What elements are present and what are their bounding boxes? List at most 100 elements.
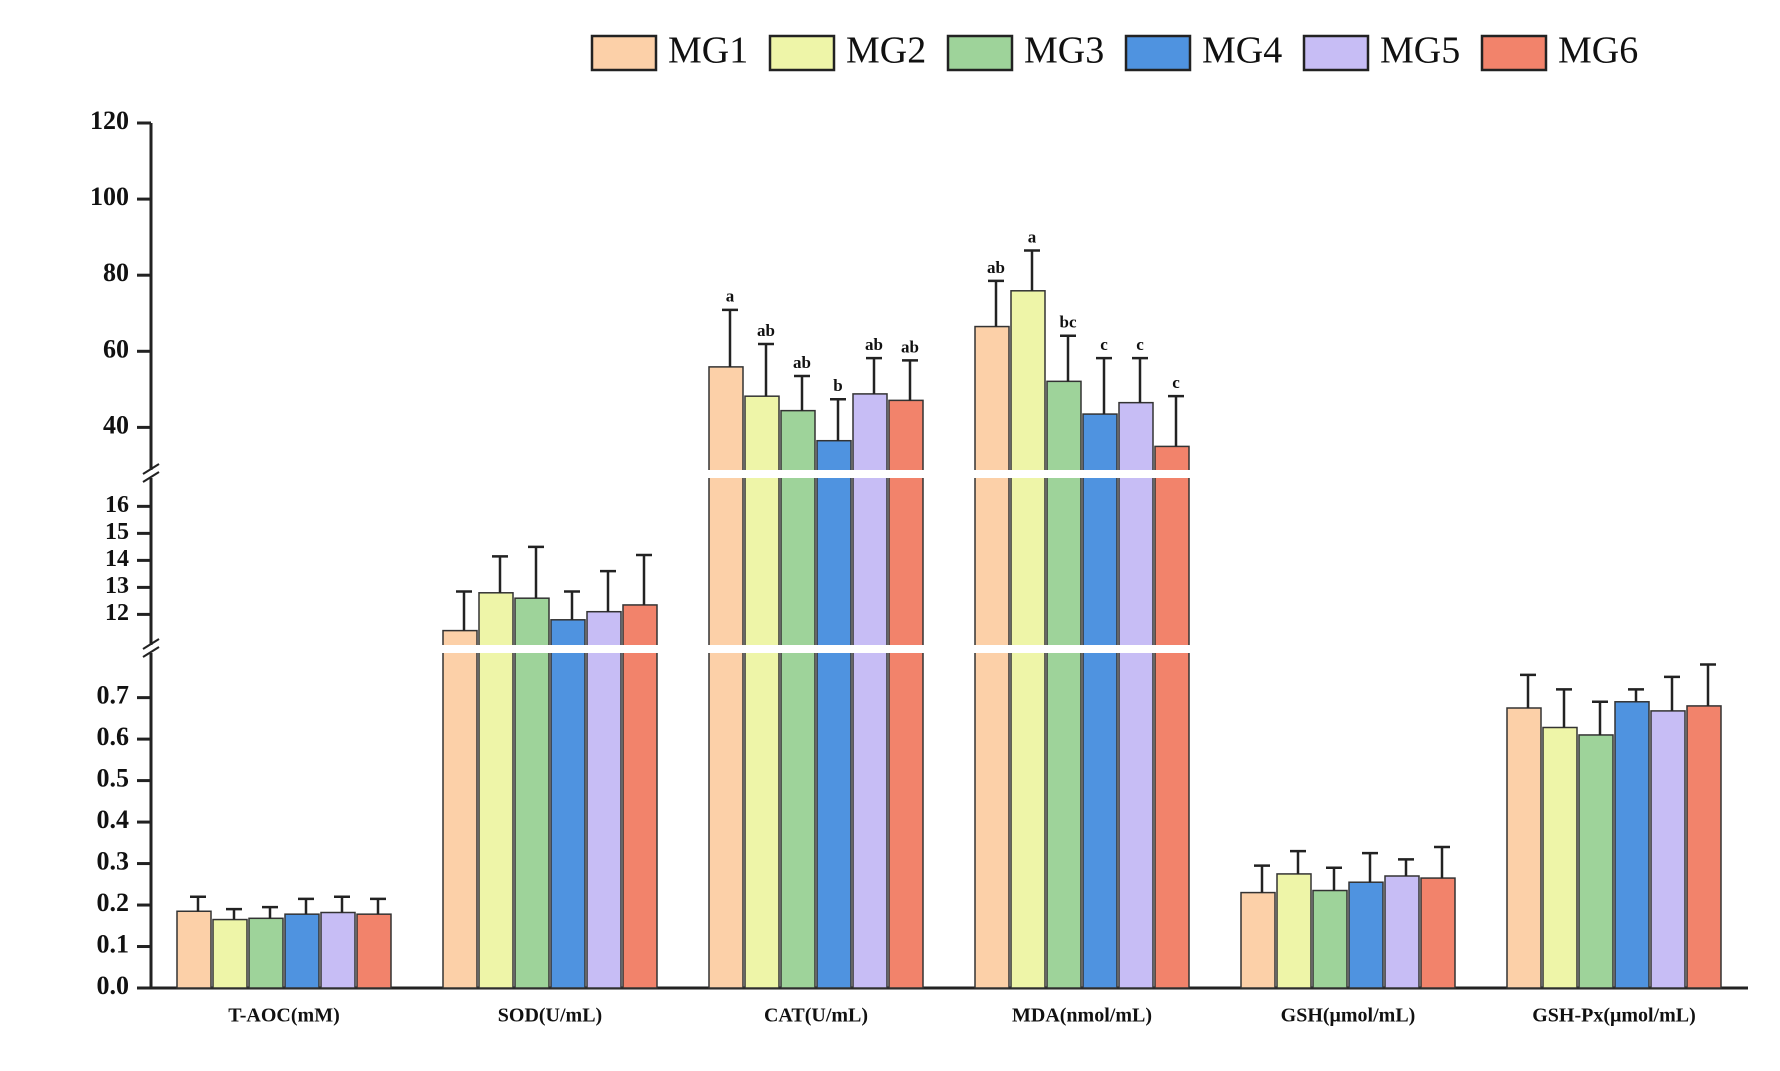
legend-label: MG5 — [1380, 30, 1460, 72]
bar — [1650, 710, 1686, 989]
axis-break-gap — [147, 470, 1748, 478]
error-bar — [794, 374, 810, 411]
error-bar — [456, 590, 472, 631]
legend-label: MG2 — [846, 30, 926, 72]
error-bar — [902, 359, 918, 401]
error-bar — [830, 397, 846, 441]
bar — [974, 325, 1010, 989]
error-bar — [988, 279, 1004, 327]
bar — [514, 597, 550, 989]
bar — [1542, 726, 1578, 989]
bar — [586, 610, 622, 989]
y-tick-label: 0.3 — [97, 847, 130, 876]
bar — [1420, 877, 1456, 989]
x-tick-label: T-AOC(mM) — [228, 1005, 339, 1027]
error-bar — [866, 356, 882, 394]
bar — [442, 629, 478, 989]
bar — [852, 393, 888, 989]
error-bar — [1434, 845, 1450, 879]
axis-break-mark — [142, 471, 160, 483]
bar — [1046, 380, 1082, 989]
bar — [550, 619, 586, 989]
significance-label: b — [833, 376, 842, 395]
x-tick-label: SOD(U/mL) — [498, 1005, 602, 1027]
legend-label: MG6 — [1558, 30, 1638, 72]
bar — [478, 592, 514, 989]
x-tick-label: GSH-Px(μmol/mL) — [1532, 1005, 1696, 1027]
y-tick-label: 13 — [105, 573, 129, 599]
y-tick-label: 0.4 — [97, 805, 130, 834]
legend-swatch — [1124, 34, 1192, 72]
bar — [1312, 889, 1348, 989]
error-bar — [528, 545, 544, 599]
significance-label: c — [1100, 335, 1108, 354]
error-bar — [298, 897, 314, 915]
error-bar — [190, 895, 206, 912]
bar — [284, 913, 320, 989]
legend-swatch — [946, 34, 1014, 72]
x-tick-label: MDA(nmol/mL) — [1012, 1005, 1152, 1027]
bar — [816, 439, 852, 989]
bar — [1384, 875, 1420, 989]
y-tick-label: 0.2 — [97, 888, 130, 917]
y-tick-label: 15 — [105, 519, 129, 545]
legend-label: MG3 — [1024, 30, 1104, 72]
bar — [1118, 401, 1154, 989]
bar — [1276, 873, 1312, 989]
error-bar — [1096, 356, 1112, 415]
bar — [248, 917, 284, 989]
axis-break-mark — [142, 646, 160, 658]
bar — [1240, 891, 1276, 989]
error-bar — [1592, 700, 1608, 735]
error-bar — [226, 907, 242, 920]
bar — [780, 409, 816, 989]
bar — [1686, 705, 1722, 989]
axis-break-mark — [142, 463, 160, 475]
y-tick-label: 100 — [90, 182, 129, 211]
y-tick-label: 120 — [90, 106, 129, 135]
significance-label: bc — [1060, 313, 1077, 332]
bar — [888, 399, 924, 989]
error-bar — [600, 569, 616, 612]
bar — [320, 911, 356, 989]
error-bar — [262, 905, 278, 919]
bar — [1578, 734, 1614, 989]
significance-label: ab — [757, 321, 775, 340]
error-bar — [1520, 673, 1536, 708]
bar — [1010, 290, 1046, 989]
y-tick-label: 0.0 — [97, 971, 130, 1000]
bar — [1614, 701, 1650, 989]
bar — [1348, 881, 1384, 989]
error-bar — [492, 555, 508, 593]
bar — [1082, 413, 1118, 989]
error-bar — [1398, 858, 1414, 876]
legend-label: MG1 — [668, 30, 748, 72]
y-tick-label: 0.5 — [97, 764, 130, 793]
significance-label: ab — [987, 258, 1005, 277]
error-bar — [1024, 249, 1040, 291]
error-bar — [758, 342, 774, 397]
axis-break-gap — [147, 645, 1748, 653]
bar — [1154, 445, 1190, 989]
bar — [1506, 707, 1542, 989]
significance-label: c — [1172, 373, 1180, 392]
significance-label: c — [1136, 335, 1144, 354]
error-bar — [334, 895, 350, 913]
bar — [176, 910, 212, 989]
legend-swatch — [1302, 34, 1370, 72]
error-bar — [1290, 849, 1306, 874]
error-bar — [1168, 394, 1184, 447]
y-tick-label: 0.1 — [97, 929, 130, 958]
legend-label: MG4 — [1202, 30, 1282, 72]
error-bar — [1326, 866, 1342, 891]
x-tick-label: GSH(μmol/mL) — [1281, 1005, 1416, 1027]
error-bar — [1700, 663, 1716, 706]
significance-label: ab — [865, 335, 883, 354]
legend-swatch — [1480, 34, 1548, 72]
bar — [212, 918, 248, 989]
error-bar — [1664, 675, 1680, 711]
error-bar — [636, 553, 652, 605]
y-tick-label: 16 — [105, 492, 129, 518]
y-tick-label: 14 — [105, 546, 129, 572]
